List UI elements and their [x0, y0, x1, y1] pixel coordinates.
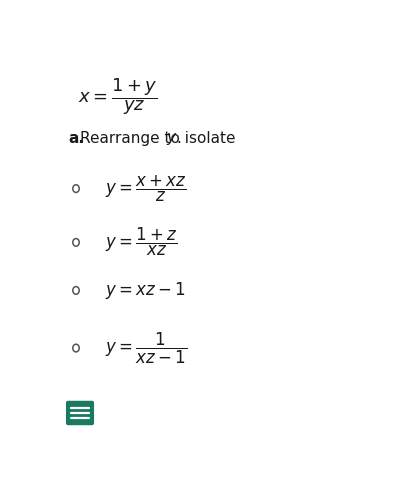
Text: $y = \dfrac{1}{xz - 1}$: $y = \dfrac{1}{xz - 1}$ — [105, 330, 187, 366]
Text: $x = \dfrac{1 + y}{yz}$: $x = \dfrac{1 + y}{yz}$ — [78, 76, 157, 117]
Text: .: . — [176, 131, 181, 146]
Text: $y$: $y$ — [166, 131, 178, 147]
FancyBboxPatch shape — [67, 402, 93, 425]
Text: a.: a. — [68, 131, 84, 146]
Text: Rearrange to isolate: Rearrange to isolate — [80, 131, 236, 146]
Text: $y = \dfrac{x + xz}{z}$: $y = \dfrac{x + xz}{z}$ — [105, 174, 187, 204]
Text: $y = xz - 1$: $y = xz - 1$ — [105, 280, 186, 301]
Text: $y = \dfrac{1 + z}{xz}$: $y = \dfrac{1 + z}{xz}$ — [105, 226, 178, 258]
